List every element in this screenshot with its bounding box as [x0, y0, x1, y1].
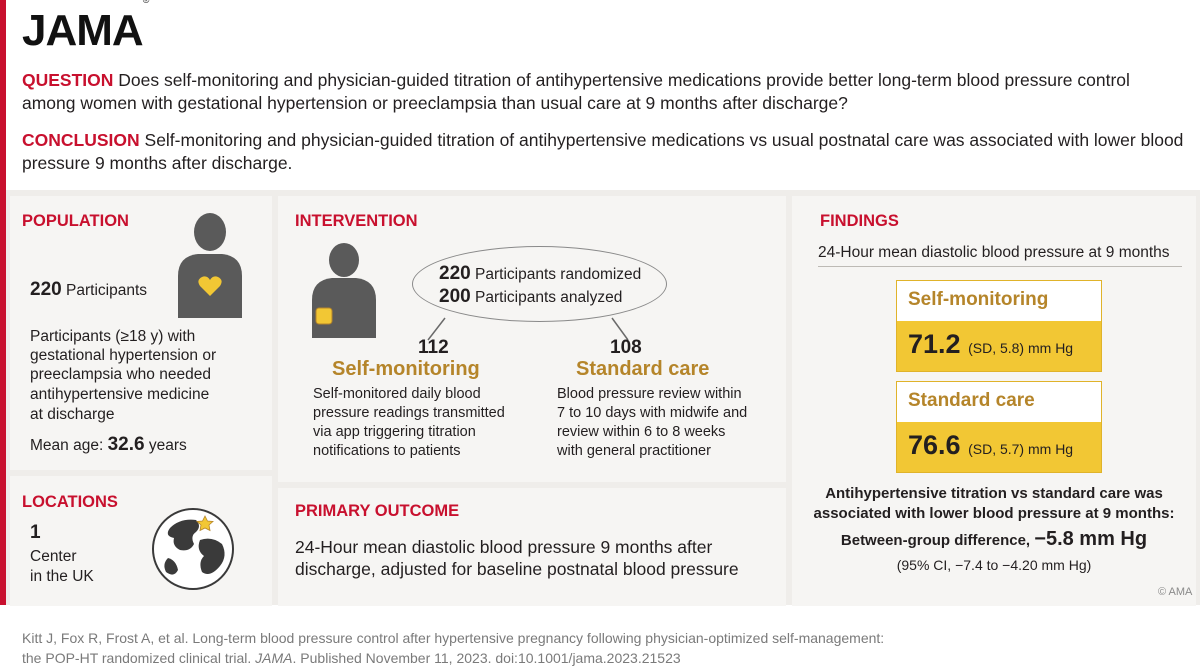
conclusion: CONCLUSION Self-monitoring and physician…: [22, 129, 1187, 175]
arm-2-line-1: Blood pressure review within: [557, 386, 742, 402]
arm-connector-lines: [427, 317, 629, 341]
findings-summary-2: associated with lower blood pressure at …: [813, 505, 1175, 522]
arm-2-name: Standard care: [576, 358, 710, 380]
citation-line-1: Kitt J, Fox R, Frost A, et al. Long-term…: [22, 630, 885, 646]
locations-title: LOCATIONS: [22, 493, 118, 511]
standard-care-result: Standard care 76.6 (SD, 5.7) mm Hg: [896, 381, 1102, 473]
person-heart-icon: [178, 213, 242, 318]
locations-count: 1: [30, 522, 41, 543]
arm-1-line-3: via app triggering titration: [313, 424, 476, 440]
conclusion-label: CONCLUSION: [22, 130, 140, 150]
question-label: QUESTION: [22, 70, 114, 90]
population-description-1: Participants (≥18 y) with: [30, 328, 196, 345]
arm-2-line-3: review within 6 to 8 weeks: [557, 424, 726, 440]
citation: Kitt J, Fox R, Frost A, et al. Long-term…: [22, 628, 1192, 668]
arm-1-line-1: Self-monitored daily blood: [313, 386, 481, 402]
arm-2-line-4: with general practitioner: [557, 443, 711, 459]
intervention-title: INTERVENTION: [295, 212, 418, 230]
self-monitoring-value: 71.2 (SD, 5.8) mm Hg: [897, 321, 1101, 371]
between-group-difference: Between-group difference, −5.8 mm Hg: [840, 528, 1148, 550]
citation-line-2: the POP-HT randomized clinical trial. JA…: [22, 650, 681, 666]
findings-title: FINDINGS: [820, 212, 899, 230]
arm-2-count: 108: [610, 337, 642, 358]
copyright: © AMA: [1158, 586, 1193, 598]
arm-1-line-2: pressure readings transmitted: [313, 405, 505, 421]
mean-age: Mean age: 32.6 years: [30, 434, 187, 455]
globe-icon: [152, 508, 234, 590]
confidence-interval: (95% CI, −7.4 to −4.20 mm Hg): [896, 557, 1092, 573]
population-description-3: preeclampsia who needed: [30, 366, 211, 383]
findings-subtitle: 24-Hour mean diastolic blood pressure at…: [818, 244, 1170, 261]
findings-summary-1: Antihypertensive titration vs standard c…: [825, 485, 1163, 502]
population-description-2: gestational hypertension or: [30, 347, 217, 364]
population-description-5: at discharge: [30, 406, 115, 423]
standard-care-label: Standard care: [908, 390, 1035, 411]
primary-outcome-title: PRIMARY OUTCOME: [295, 502, 460, 520]
self-monitoring-result: Self-monitoring 71.2 (SD, 5.8) mm Hg: [896, 280, 1102, 372]
population-count: 220 Participants: [30, 279, 147, 300]
randomization-ellipse: [412, 246, 667, 322]
self-monitoring-label: Self-monitoring: [908, 289, 1049, 310]
primary-outcome-panel: [278, 488, 786, 606]
intervention-panel: [278, 196, 786, 482]
accent-rule: [0, 0, 6, 605]
arm-1-count: 112: [418, 337, 449, 358]
randomized-line: 220 Participants randomized: [439, 263, 642, 284]
primary-outcome-line-2: discharge, adjusted for baseline postnat…: [295, 559, 739, 579]
population-panel: [10, 196, 272, 470]
population-description-4: antihypertensive medicine: [30, 386, 210, 403]
standard-care-value: 76.6 (SD, 5.7) mm Hg: [897, 422, 1101, 472]
locations-line-2: in the UK: [30, 568, 94, 585]
question: QUESTION Does self-monitoring and physic…: [22, 69, 1187, 115]
arm-2-line-2: 7 to 10 days with midwife and: [557, 405, 748, 421]
person-bp-cuff-icon: [312, 243, 376, 338]
findings-divider: [818, 266, 1182, 267]
population-title: POPULATION: [22, 212, 129, 230]
arm-1-name: Self-monitoring: [332, 358, 480, 380]
locations-line-1: Center: [30, 548, 77, 565]
journal-logo: JAMA®: [22, 0, 149, 55]
question-text: Does self-monitoring and physician-guide…: [22, 70, 1130, 113]
analyzed-line: 200 Participants analyzed: [439, 286, 623, 307]
primary-outcome-line-1: 24-Hour mean diastolic blood pressure 9 …: [295, 537, 713, 557]
conclusion-text: Self-monitoring and physician-guided tit…: [22, 130, 1184, 173]
arm-1-line-4: notifications to patients: [313, 443, 461, 459]
